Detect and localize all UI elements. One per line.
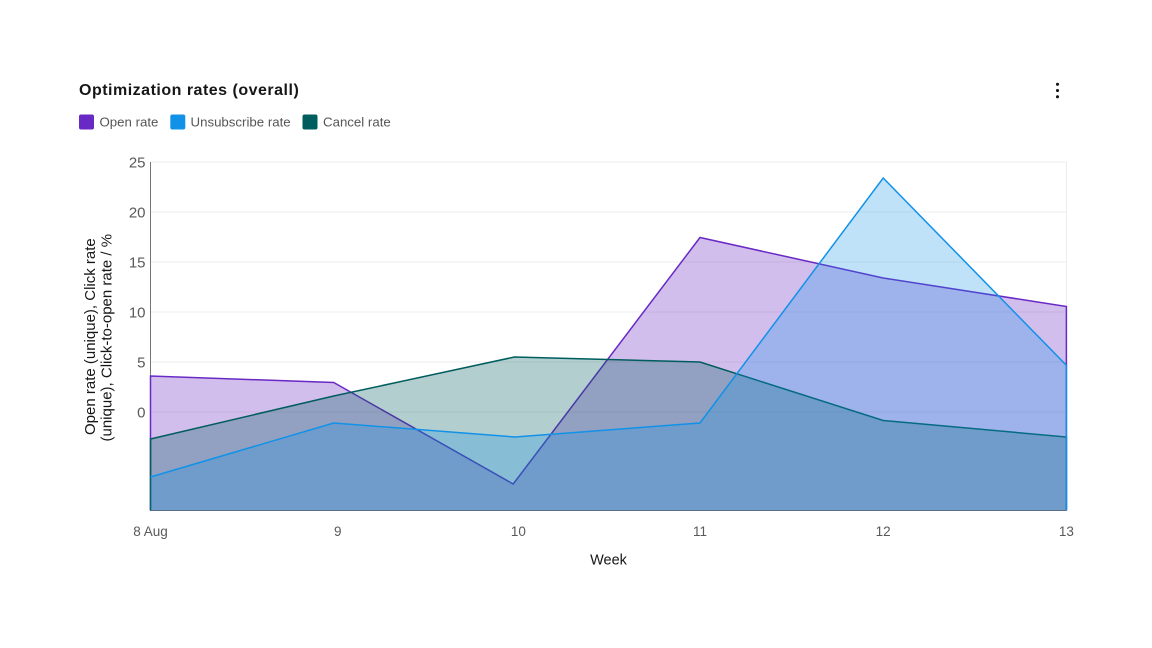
svg-text:Cancel rate: Cancel rate [323, 115, 391, 130]
svg-text:10: 10 [511, 524, 526, 539]
svg-text:15: 15 [129, 254, 146, 271]
svg-text:Week: Week [590, 553, 628, 569]
svg-text:Open rate (unique), Click rate: Open rate (unique), Click rate [82, 238, 99, 435]
svg-text:Unsubscribe rate: Unsubscribe rate [191, 115, 291, 130]
svg-text:Open rate: Open rate [100, 115, 159, 130]
svg-text:13: 13 [1059, 524, 1074, 539]
svg-text:11: 11 [693, 524, 707, 539]
svg-text:10: 10 [129, 304, 146, 321]
svg-text:8 Aug: 8 Aug [133, 524, 168, 539]
svg-text:0: 0 [137, 404, 145, 421]
svg-text:(unique), Click-to-open rate /: (unique), Click-to-open rate / % [98, 234, 115, 442]
svg-text:Optimization rates (overall): Optimization rates (overall) [79, 82, 299, 99]
svg-text:9: 9 [334, 524, 342, 539]
svg-text:20: 20 [129, 204, 146, 221]
svg-text:12: 12 [876, 524, 891, 539]
svg-text:5: 5 [137, 354, 145, 371]
svg-text:25: 25 [129, 154, 146, 171]
